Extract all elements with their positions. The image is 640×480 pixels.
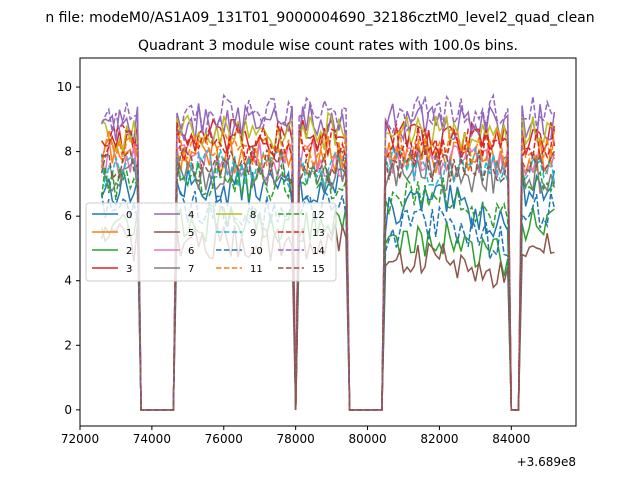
- axes-frame: [79, 57, 577, 427]
- legend-label: 6: [188, 246, 194, 257]
- legend-item: 15: [278, 264, 325, 275]
- legend-item: 4: [154, 210, 194, 221]
- y-tick-label: 4: [64, 274, 72, 288]
- legend-label: 7: [188, 264, 194, 275]
- legend-item: 11: [216, 264, 263, 275]
- legend-label: 11: [250, 264, 263, 275]
- x-tick-label: 72000: [61, 432, 99, 446]
- series-line-11: [100, 127, 556, 411]
- x-tick-label: 82000: [420, 432, 458, 446]
- legend-item: 0: [92, 210, 132, 221]
- legend-label: 0: [126, 210, 132, 221]
- legend-item: 8: [216, 210, 256, 221]
- legend-label: 14: [312, 246, 325, 257]
- x-tick-label: 76000: [205, 432, 243, 446]
- x-tick-label: 74000: [133, 432, 171, 446]
- series-line-8: [101, 111, 555, 411]
- y-tick-label: 10: [57, 80, 72, 94]
- x-tick-label: 80000: [348, 432, 386, 446]
- legend-item: 3: [92, 264, 132, 275]
- legend-label: 13: [312, 228, 325, 239]
- legend-label: 4: [188, 210, 194, 221]
- legend-box: [85, 202, 337, 282]
- y-tick-label: 6: [64, 209, 72, 223]
- legend-item: 14: [278, 246, 325, 257]
- legend-label: 10: [250, 246, 263, 257]
- legend-label: 15: [312, 264, 325, 275]
- legend-item: 5: [154, 228, 194, 239]
- legend-label: 2: [126, 246, 132, 257]
- legend-item: 13: [278, 228, 325, 239]
- legend-item: 9: [216, 228, 256, 239]
- legend-item: 2: [92, 246, 132, 257]
- legend-item: 1: [92, 228, 132, 239]
- x-axis-offset-label: +3.689e8: [517, 455, 576, 469]
- y-axis: 0 2 4 6 8 10: [57, 80, 80, 417]
- x-tick-label: 78000: [277, 432, 315, 446]
- legend-item: 10: [216, 246, 263, 257]
- legend-label: 3: [126, 264, 132, 275]
- series-line-15: [100, 145, 556, 411]
- legend-label: 12: [312, 210, 325, 221]
- legend-item: 12: [278, 210, 325, 221]
- legend-item: 7: [154, 264, 194, 275]
- y-tick-label: 2: [64, 338, 72, 352]
- legend-label: 9: [250, 228, 256, 239]
- chart-title: Quadrant 3 module wise count rates with …: [138, 38, 518, 54]
- x-tick-label: 84000: [492, 432, 530, 446]
- figure-suptitle: n file: modeM0/AS1A09_131T01_9000004690_…: [45, 10, 594, 26]
- series-line-14: [100, 92, 556, 411]
- legend-label: 8: [250, 210, 256, 221]
- legend-label: 1: [126, 228, 132, 239]
- x-axis: 72000 74000 76000 78000 80000 82000 84000: [61, 426, 530, 446]
- y-tick-label: 8: [64, 145, 72, 159]
- y-tick-label: 0: [64, 403, 72, 417]
- legend-item: 6: [154, 246, 194, 257]
- legend-label: 5: [188, 228, 194, 239]
- series-line-13: [101, 122, 556, 411]
- series-line-4: [101, 103, 556, 411]
